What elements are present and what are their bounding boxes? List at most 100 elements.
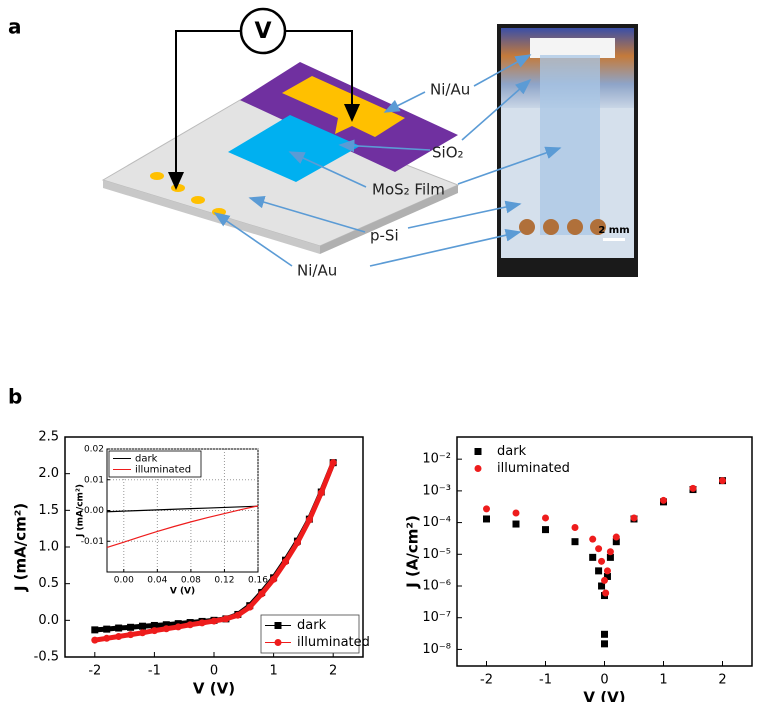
x-tick-label: 2: [718, 673, 726, 688]
data-point: [606, 553, 614, 561]
legend-label: illuminated: [135, 465, 191, 476]
panel-label: a: [8, 15, 22, 39]
arrow: [461, 78, 532, 141]
data-point: [115, 624, 123, 632]
data-point: [595, 545, 603, 553]
x-tick-label: 2: [329, 664, 337, 679]
data-point: [598, 582, 606, 590]
arrow: [473, 54, 532, 87]
data-point: [198, 619, 206, 627]
y-tick-label: -0.5: [34, 650, 59, 665]
layer-label: MoS₂ Film: [372, 181, 445, 199]
y-tick-label: 1.5: [38, 503, 59, 518]
x-tick-label: -1: [148, 664, 161, 679]
y-tick-label: 10⁻⁵: [422, 547, 451, 562]
data-point: [115, 632, 123, 640]
layer-label: Ni/Au: [430, 81, 470, 99]
x-tick-label: -2: [88, 664, 101, 679]
data-point: [589, 535, 597, 543]
data-point: [603, 572, 611, 580]
voltmeter-label: V: [254, 19, 271, 44]
arrow: [369, 228, 522, 267]
data-point: [282, 558, 290, 566]
data-point: [612, 538, 620, 546]
legend-label: dark: [497, 444, 527, 459]
data-point: [602, 589, 610, 597]
data-point: [329, 459, 337, 467]
data-point: [606, 548, 614, 556]
data-point: [612, 533, 620, 541]
x-tick-label: 0.04: [147, 576, 167, 586]
arrow: [288, 151, 367, 188]
data-point: [246, 603, 254, 611]
x-tick-label: -1: [539, 673, 552, 688]
y-tick-label: 10⁻⁶: [422, 579, 451, 594]
data-point: [138, 622, 146, 630]
x-tick-label: 0.16: [248, 576, 268, 586]
x-tick-label: -2: [480, 673, 493, 688]
film: [228, 115, 360, 182]
data-point: [601, 640, 608, 648]
chart: 0.00 0.04 0.08 0.12 0.16 -0.01 0.00 0.01 0.02 V (…: [76, 445, 269, 597]
series-line: [106, 505, 259, 548]
voltmeter: [239, 7, 287, 55]
data-point: [150, 627, 158, 635]
data-point: [595, 567, 603, 575]
data-point: [305, 516, 313, 524]
x-tick-label: 0.08: [181, 576, 201, 586]
bottom-contact: [150, 172, 164, 180]
data-point: [150, 621, 158, 629]
data-point: [719, 477, 726, 485]
data-point: [601, 576, 608, 584]
y-tick-label: 2.0: [38, 466, 59, 481]
wire: [168, 30, 241, 190]
y-tick-label: 10⁻²: [422, 452, 451, 467]
data-point: [234, 611, 242, 619]
y-tick-label: 0.00: [84, 506, 104, 516]
y-tick-label: 1.0: [38, 540, 59, 555]
arrow: [383, 91, 426, 113]
x-axis-label: V (V): [583, 689, 625, 702]
data-point: [127, 631, 135, 639]
data-point: [186, 621, 194, 629]
x-tick-label: 0.12: [214, 576, 234, 586]
data-point: [270, 575, 278, 583]
photo-pad: [530, 38, 615, 58]
data-point: [512, 520, 520, 528]
scale-label: 2 mm: [598, 225, 629, 236]
arrow: [213, 212, 293, 267]
data-point: [293, 539, 301, 547]
wire: [285, 30, 360, 122]
legend-marker: [274, 622, 282, 629]
y-tick-label: -0.01: [81, 537, 104, 547]
arrow: [338, 139, 431, 153]
data-point: [660, 496, 667, 504]
data-point: [91, 626, 99, 634]
data-point: [483, 505, 490, 513]
photo-dot: [543, 219, 559, 235]
legend-label: dark: [297, 618, 327, 633]
data-point: [258, 590, 266, 598]
y-tick-label: 10⁻³: [422, 483, 451, 498]
data-point: [542, 514, 549, 522]
data-point: [162, 621, 170, 629]
data-point: [127, 623, 135, 631]
photo-film: [540, 55, 600, 235]
x-tick-label: 0: [210, 664, 218, 679]
top-contact: [282, 76, 405, 137]
data-point: [689, 484, 697, 492]
data-point: [91, 636, 99, 644]
x-tick-label: 0: [600, 673, 608, 688]
data-point: [483, 515, 490, 523]
photo-dot: [567, 219, 583, 235]
y-tick-label: 0.5: [38, 576, 59, 591]
data-point: [589, 553, 597, 561]
data-point: [598, 557, 606, 565]
data-point: [630, 514, 638, 522]
legend-marker: [474, 448, 482, 455]
x-axis-label: V (V): [193, 680, 235, 698]
y-tick-label: 10⁻⁸: [422, 642, 451, 657]
series-line: [106, 505, 259, 513]
y-tick-label: 10⁻⁷: [422, 610, 451, 625]
